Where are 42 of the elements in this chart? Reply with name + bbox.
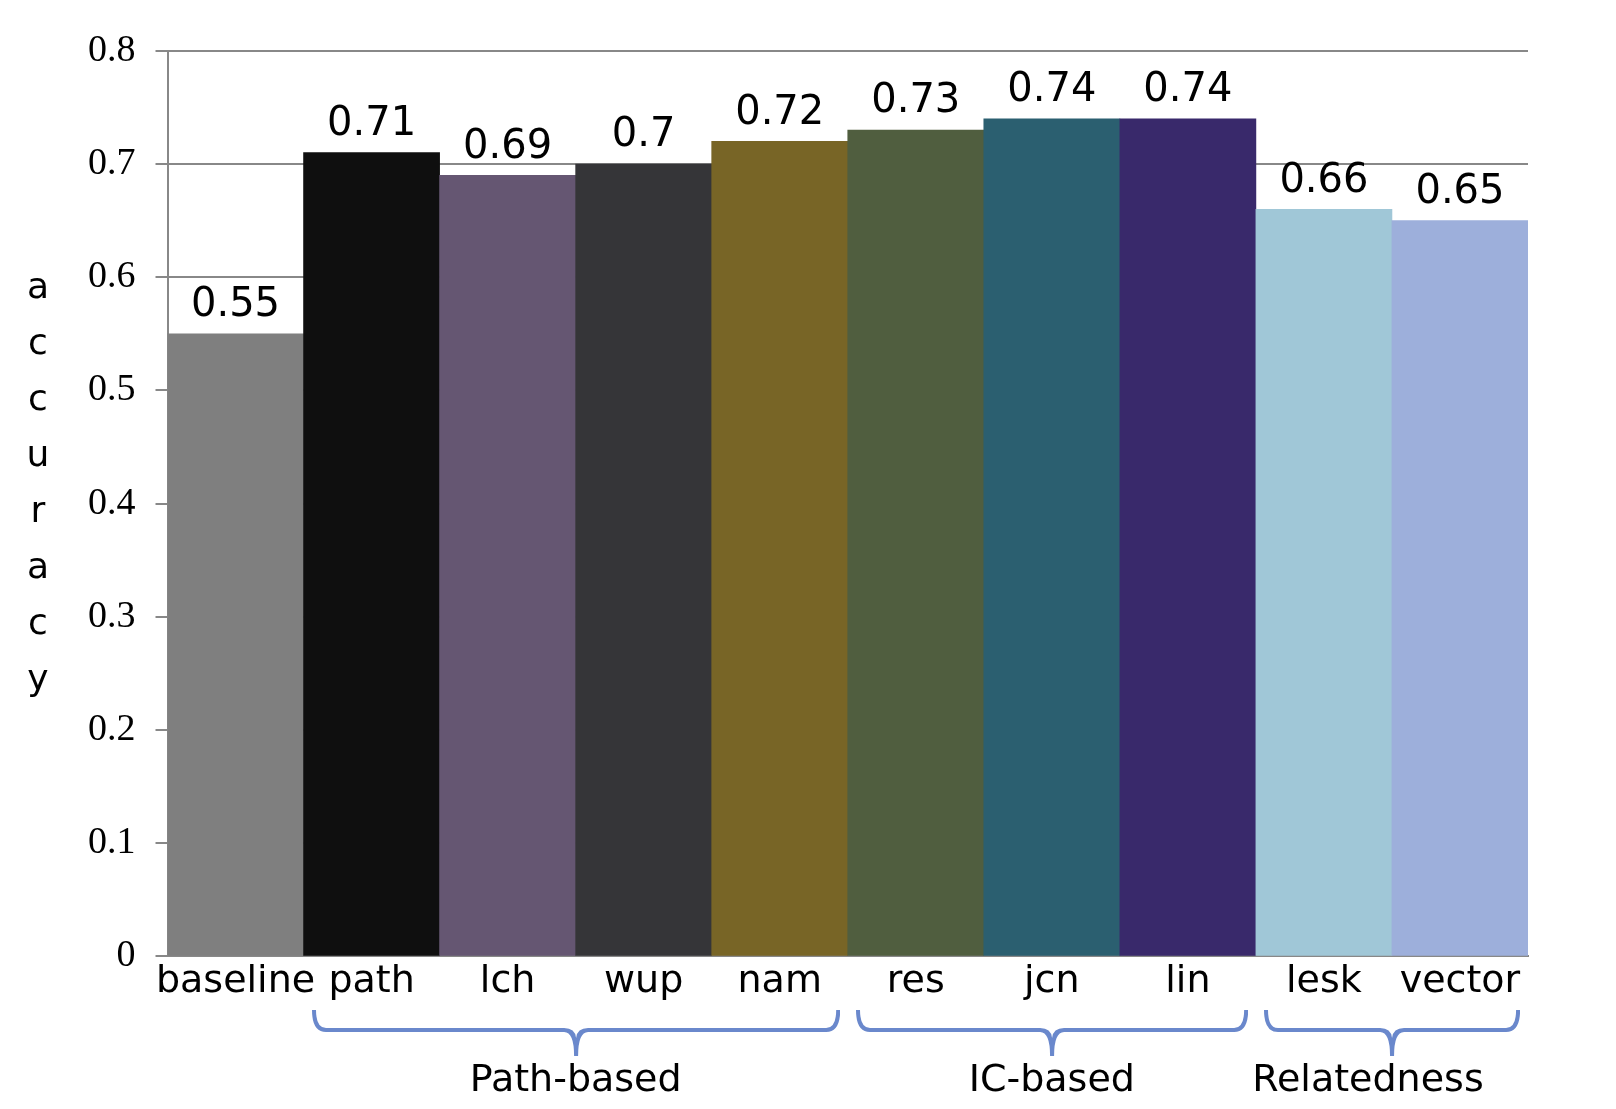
bar [847, 129, 985, 956]
bar [439, 174, 576, 956]
y-axis-title: accuracy [25, 264, 51, 700]
y-tick-label: 0 [116, 932, 136, 975]
data-label: 0.69 [463, 120, 553, 167]
y-tick-label: 0.8 [88, 26, 136, 69]
bar [1391, 220, 1528, 956]
y-tick-label: 0.5 [88, 366, 136, 409]
data-label: 0.71 [327, 98, 417, 145]
text: IC-based [967, 1056, 1136, 1100]
x-tick-label: baseline [155, 957, 316, 1002]
bar [575, 163, 713, 956]
x-tick-label: wup [604, 957, 684, 1002]
text: Relatedness [1251, 1056, 1485, 1100]
x-tick-label: lin [1165, 957, 1211, 1002]
bar [711, 141, 849, 956]
data-label: 0.66 [1279, 154, 1369, 201]
text: Path-based [468, 1056, 683, 1100]
y-tick-label: 0.6 [88, 253, 136, 296]
y-tick-label: 0.2 [88, 705, 136, 748]
y-tick-label: 0.4 [88, 479, 136, 522]
x-tick-label: jcn [1023, 957, 1080, 1002]
bar [1255, 208, 1393, 956]
data-label: 0.74 [1143, 64, 1233, 111]
bar [983, 118, 1121, 956]
x-tick-label: nam [737, 957, 822, 1002]
data-label: 0.72 [735, 86, 825, 133]
data-label: 0.7 [611, 109, 676, 156]
bar [1119, 118, 1257, 956]
y-tick-label: 0.1 [88, 819, 136, 862]
bar [303, 152, 440, 956]
y-tick-label: 0.3 [88, 592, 136, 635]
data-label: 0.55 [190, 279, 281, 326]
data-label: 0.65 [1415, 165, 1505, 212]
x-tick-label: vector [1399, 957, 1521, 1002]
x-tick-label: path [328, 957, 415, 1002]
x-tick-label: lesk [1286, 957, 1362, 1002]
data-label: 0.74 [1007, 64, 1097, 111]
x-tick-label: lch [479, 957, 536, 1002]
y-tick-label: 0.7 [88, 139, 136, 182]
data-label: 0.73 [871, 75, 961, 122]
x-tick-label: res [886, 957, 945, 1002]
